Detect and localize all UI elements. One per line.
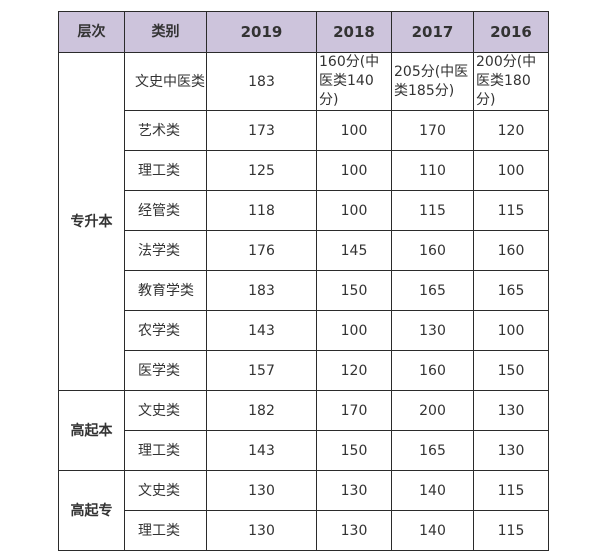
value-cell: 150 (316, 270, 392, 311)
value-cell: 170 (316, 390, 392, 431)
value-cell: 200分(中医类180分) (473, 52, 549, 111)
value-cell: 130 (473, 430, 549, 471)
value-cell: 120 (316, 350, 392, 391)
category-cell: 医学类 (124, 350, 207, 391)
table-row: 高起专 文史类 130 130 140 115 (58, 470, 549, 551)
header-year-2019: 2019 (206, 11, 317, 53)
value-cell: 165 (473, 270, 549, 311)
value-cell: 130 (473, 390, 549, 431)
header-year-2018: 2018 (316, 11, 392, 53)
value-cell: 170 (391, 110, 474, 151)
header-category: 类别 (124, 11, 207, 53)
level-cell: 专升本 (58, 52, 125, 391)
value-cell: 110 (391, 150, 474, 191)
table-row: 理工类 143 150 165 130 (59, 430, 549, 471)
value-cell: 143 (206, 310, 317, 351)
value-cell: 115 (473, 470, 549, 511)
value-cell: 160 (391, 230, 474, 271)
category-cell: 经管类 (124, 190, 207, 231)
table-row: 理工类 130 130 140 115 (59, 510, 549, 551)
value-cell: 100 (316, 110, 392, 151)
value-cell: 115 (473, 190, 549, 231)
table-row: 专升本 文史中医类 183 160分(中医类140分) 205分(中医类185分… (58, 52, 549, 391)
category-cell: 农学类 (124, 310, 207, 351)
value-cell: 173 (206, 110, 317, 151)
value-cell: 130 (316, 510, 392, 551)
score-table: 层次 类别 2019 2018 2017 2016 专升本 文史中医类 183 … (58, 11, 549, 551)
level-cell: 高起专 (58, 470, 125, 551)
category-cell: 文史类 (124, 390, 207, 431)
value-cell: 200 (391, 390, 474, 431)
value-cell: 145 (316, 230, 392, 271)
value-cell: 130 (206, 510, 317, 551)
value-cell: 160分(中医类140分) (316, 52, 392, 111)
header-year-2016: 2016 (473, 11, 549, 53)
value-cell: 140 (391, 510, 474, 551)
value-cell: 130 (391, 310, 474, 351)
category-cell: 理工类 (124, 150, 207, 191)
value-cell: 176 (206, 230, 317, 271)
value-cell: 157 (206, 350, 317, 391)
table-row: 艺术类 173 100 170 120 (59, 110, 549, 151)
value-cell: 130 (316, 470, 392, 511)
table-row: 经管类 118 100 115 115 (59, 190, 549, 231)
table-row: 教育学类 183 150 165 165 (59, 270, 549, 311)
level-cell: 高起本 (58, 390, 125, 471)
value-cell: 125 (206, 150, 317, 191)
value-cell: 143 (206, 430, 317, 471)
category-cell: 文史中医类 (124, 52, 207, 111)
table-row: 医学类 157 120 160 150 (59, 350, 549, 391)
table-row: 理工类 125 100 110 100 (59, 150, 549, 191)
table-row: 高起本 文史类 182 170 200 130 (58, 390, 549, 471)
value-cell: 165 (391, 430, 474, 471)
category-cell: 法学类 (124, 230, 207, 271)
category-cell: 艺术类 (124, 110, 207, 151)
category-cell: 教育学类 (124, 270, 207, 311)
value-cell: 165 (391, 270, 474, 311)
category-cell: 文史类 (124, 470, 207, 511)
value-cell: 115 (473, 510, 549, 551)
value-cell: 150 (316, 430, 392, 471)
value-cell: 183 (206, 270, 317, 311)
value-cell: 120 (473, 110, 549, 151)
value-cell: 100 (473, 150, 549, 191)
value-cell: 118 (206, 190, 317, 231)
value-cell: 130 (206, 470, 317, 511)
value-cell: 100 (316, 310, 392, 351)
value-cell: 115 (391, 190, 474, 231)
value-cell: 100 (473, 310, 549, 351)
value-cell: 183 (206, 52, 317, 111)
value-cell: 205分(中医类185分) (391, 52, 474, 111)
value-cell: 160 (391, 350, 474, 391)
category-cell: 理工类 (124, 430, 207, 471)
value-cell: 150 (473, 350, 549, 391)
value-cell: 140 (391, 470, 474, 511)
header-year-2017: 2017 (391, 11, 474, 53)
value-cell: 182 (206, 390, 317, 431)
value-cell: 100 (316, 150, 392, 191)
value-cell: 100 (316, 190, 392, 231)
category-cell: 理工类 (124, 510, 207, 551)
header-level: 层次 (58, 11, 125, 53)
table-row: 农学类 143 100 130 100 (59, 310, 549, 351)
table-row: 法学类 176 145 160 160 (59, 230, 549, 271)
value-cell: 160 (473, 230, 549, 271)
header-row: 层次 类别 2019 2018 2017 2016 (58, 11, 549, 53)
